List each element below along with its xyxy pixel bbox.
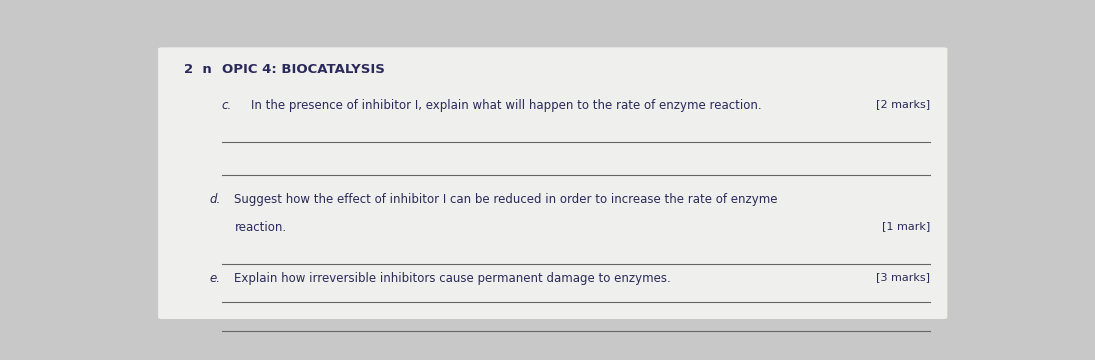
Text: In the presence of inhibitor I, explain what will happen to the rate of enzyme r: In the presence of inhibitor I, explain … (252, 99, 762, 112)
Text: Explain how irreversible inhibitors cause permanent damage to enzymes.: Explain how irreversible inhibitors caus… (234, 272, 671, 285)
Text: [2 marks]: [2 marks] (876, 99, 931, 109)
Text: [3 marks]: [3 marks] (876, 272, 931, 282)
Text: c.: c. (221, 99, 232, 112)
Text: reaction.: reaction. (234, 221, 287, 234)
FancyBboxPatch shape (158, 48, 947, 319)
Text: Suggest how the effect of inhibitor I can be reduced in order to increase the ra: Suggest how the effect of inhibitor I ca… (234, 193, 777, 206)
Text: e.: e. (209, 272, 220, 285)
Text: d.: d. (209, 193, 220, 206)
Text: OPIC 4: BIOCATALYSIS: OPIC 4: BIOCATALYSIS (221, 63, 384, 76)
Text: 2  n: 2 n (184, 63, 211, 76)
Text: [1 mark]: [1 mark] (883, 221, 931, 231)
